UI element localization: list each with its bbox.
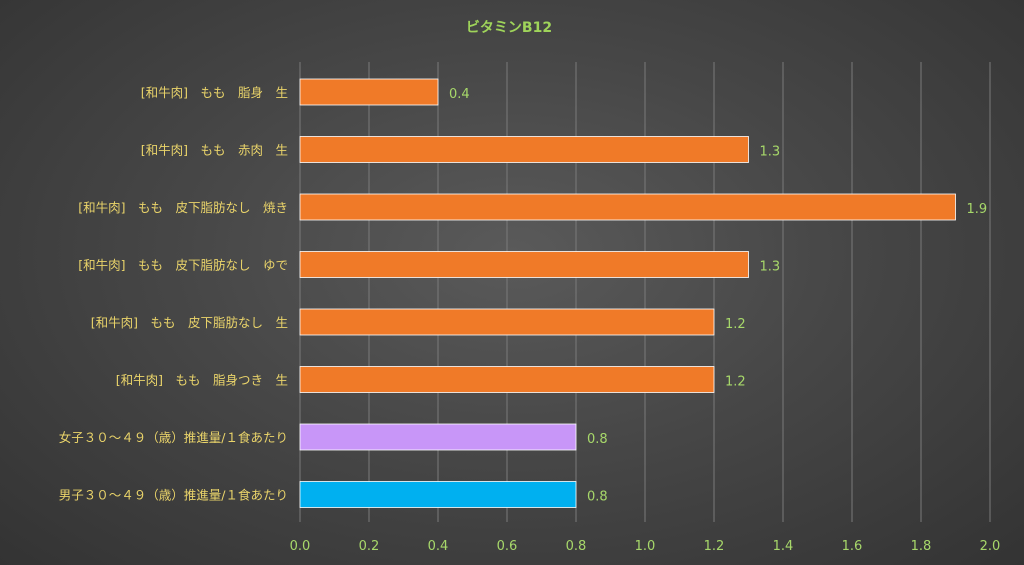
category-label: [和牛肉] もも 赤肉 生 (141, 143, 288, 158)
x-tick-label: 1.0 (635, 539, 656, 554)
value-label: 1.3 (760, 145, 781, 160)
category-label: [和牛肉] もも 皮下脂肪なし 焼き (78, 200, 288, 215)
bar (299, 366, 715, 393)
category-labels: [和牛肉] もも 脂身 生 [和牛肉] もも 赤肉 生 [和牛肉] もも 皮下脂肪な… (59, 85, 288, 503)
bar (299, 251, 749, 278)
bar (299, 136, 749, 163)
x-axis-ticks: 0.0 0.2 0.4 0.6 0.8 1.0 1.2 1.4 1.6 1.8 2.0 (290, 539, 1001, 554)
x-tick-label: 2.0 (980, 539, 1001, 554)
category-label: 男子３０～４９（歳）推進量/１食あたり (59, 488, 288, 503)
value-label: 0.8 (587, 490, 608, 505)
x-tick-label: 1.8 (911, 539, 932, 554)
value-label: 1.3 (760, 260, 781, 275)
x-tick-label: 0.4 (428, 539, 449, 554)
x-tick-label: 1.2 (704, 539, 725, 554)
x-tick-label: 1.4 (773, 539, 794, 554)
x-tick-label: 0.6 (497, 539, 518, 554)
value-label: 0.8 (587, 432, 608, 447)
category-label: 女子３０～４９（歳）推進量/１食あたり (59, 430, 288, 445)
bar (299, 193, 956, 221)
category-label: [和牛肉] もも 皮下脂肪なし ゆで (78, 258, 288, 273)
x-tick-label: 0.8 (566, 539, 587, 554)
value-label: 1.2 (725, 317, 746, 332)
bar (299, 308, 715, 336)
bar (299, 481, 577, 508)
value-label: 1.9 (967, 202, 988, 217)
x-tick-label: 0.0 (290, 539, 311, 554)
bar (299, 423, 577, 451)
value-labels: 0.4 1.3 1.9 1.3 1.2 1.2 0.8 0.8 (449, 87, 987, 505)
category-label: [和牛肉] もも 脂身つき 生 (116, 373, 288, 388)
category-label: [和牛肉] もも 皮下脂肪なし 生 (91, 315, 288, 330)
category-label: [和牛肉] もも 脂身 生 (141, 85, 288, 100)
value-label: 0.4 (449, 87, 470, 102)
x-tick-label: 1.6 (842, 539, 863, 554)
value-label: 1.2 (725, 375, 746, 390)
gridlines (299, 62, 991, 522)
x-tick-label: 0.2 (359, 539, 380, 554)
bars (299, 78, 956, 508)
bar (299, 78, 439, 106)
chart-title: ビタミンB12 (466, 20, 552, 36)
